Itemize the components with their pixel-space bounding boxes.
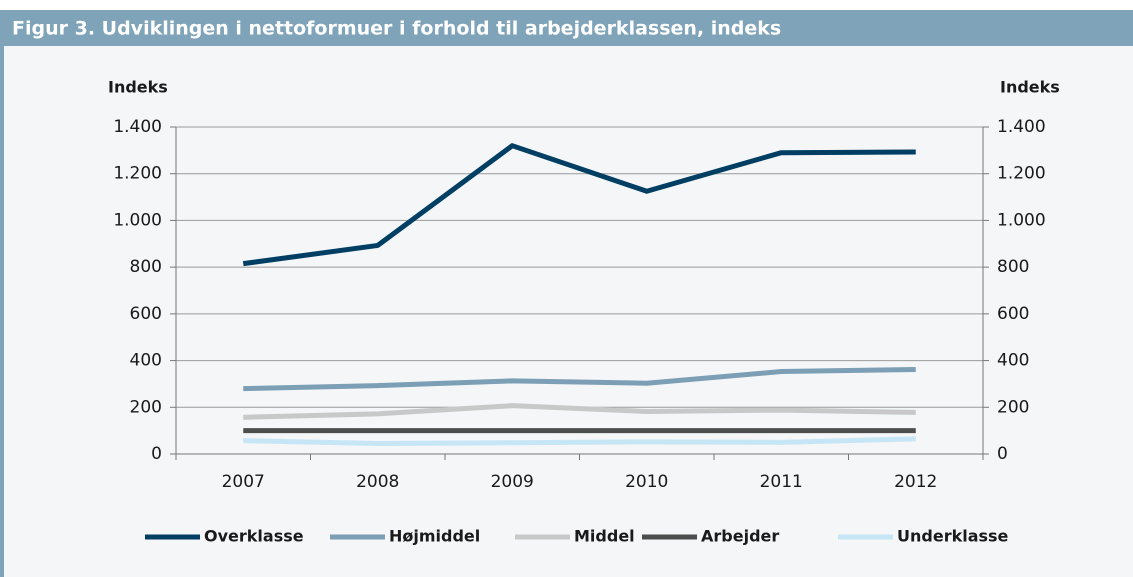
y2-tick-label: 600 [997,304,1029,324]
y2-tick-label: 400 [997,351,1029,371]
legend-label: Middel [574,527,635,546]
legend-label: Underklasse [897,527,1009,546]
series-line [242,143,916,267]
y2-tick-label: 800 [997,257,1029,277]
series-line [243,366,916,392]
header-title: Figur 3. Udviklingen i nettoformuer i fo… [12,18,781,40]
x-tick-label: 2012 [894,472,937,492]
x-tick-label: 2008 [356,472,399,492]
x-tick-label: 2007 [222,472,265,492]
y-tick-label: 1.200 [113,164,162,184]
x-tick-label: 2010 [625,472,668,492]
series-line [243,403,916,420]
header-bar [0,10,1133,46]
legend-label: Arbejder [701,527,779,546]
legend-label: Overklasse [204,527,304,546]
panel [0,10,1133,577]
y2-tick-label: 1.000 [997,210,1046,230]
y-tick-label: 0 [151,444,162,464]
x-tick-label: 2011 [760,472,803,492]
y2-tick-label: 200 [997,397,1029,417]
y-tick-label: 800 [130,257,162,277]
y-tick-label: 400 [130,351,162,371]
series-line [243,436,916,446]
y-tick-label: 1.000 [113,210,162,230]
y2-tick-label: 0 [997,444,1008,464]
left-border [0,46,4,577]
y-axis-label: Indeks [108,78,168,97]
y2-axis-label: Indeks [1000,78,1060,97]
y-tick-label: 600 [130,304,162,324]
y2-tick-label: 1.200 [997,164,1046,184]
y-tick-label: 200 [130,397,162,417]
legend-label: Højmiddel [389,527,480,546]
x-tick-label: 2009 [491,472,534,492]
y-tick-label: 1.400 [113,117,162,137]
y2-tick-label: 1.400 [997,117,1046,137]
